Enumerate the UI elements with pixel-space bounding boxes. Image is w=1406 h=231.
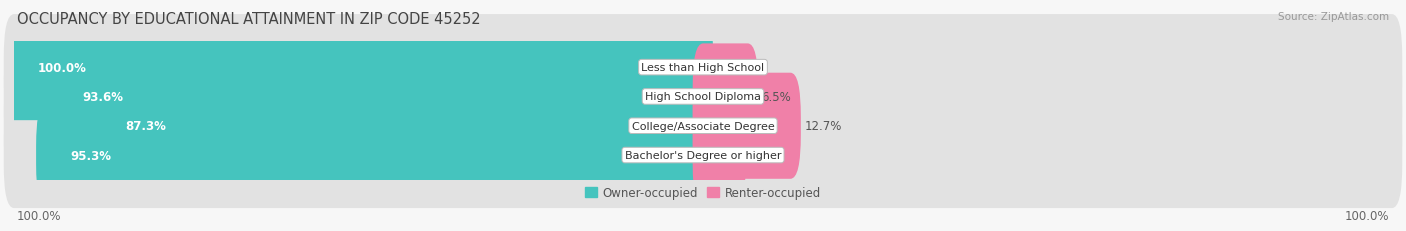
FancyBboxPatch shape <box>4 15 713 121</box>
Text: 100.0%: 100.0% <box>17 209 62 222</box>
Text: Less than High School: Less than High School <box>641 63 765 73</box>
FancyBboxPatch shape <box>91 73 713 179</box>
FancyBboxPatch shape <box>4 44 1402 150</box>
Text: High School Diploma: High School Diploma <box>645 92 761 102</box>
Legend: Owner-occupied, Renter-occupied: Owner-occupied, Renter-occupied <box>585 186 821 199</box>
Text: Source: ZipAtlas.com: Source: ZipAtlas.com <box>1278 12 1389 21</box>
FancyBboxPatch shape <box>4 15 1402 121</box>
Text: 4.7%: 4.7% <box>749 149 779 162</box>
FancyBboxPatch shape <box>37 103 713 208</box>
Text: 93.6%: 93.6% <box>83 91 124 103</box>
Text: OCCUPANCY BY EDUCATIONAL ATTAINMENT IN ZIP CODE 45252: OCCUPANCY BY EDUCATIONAL ATTAINMENT IN Z… <box>17 12 481 27</box>
FancyBboxPatch shape <box>4 73 1402 179</box>
Text: 87.3%: 87.3% <box>125 120 166 133</box>
FancyBboxPatch shape <box>48 44 713 150</box>
Text: 12.7%: 12.7% <box>804 120 842 133</box>
FancyBboxPatch shape <box>693 44 758 150</box>
Text: 100.0%: 100.0% <box>1344 209 1389 222</box>
Text: 95.3%: 95.3% <box>70 149 111 162</box>
FancyBboxPatch shape <box>693 73 801 179</box>
FancyBboxPatch shape <box>693 103 745 208</box>
Text: Bachelor's Degree or higher: Bachelor's Degree or higher <box>624 150 782 160</box>
Text: 6.5%: 6.5% <box>762 91 792 103</box>
Text: 0.0%: 0.0% <box>717 61 747 74</box>
FancyBboxPatch shape <box>4 103 1402 208</box>
Text: College/Associate Degree: College/Associate Degree <box>631 121 775 131</box>
Text: 100.0%: 100.0% <box>38 61 87 74</box>
